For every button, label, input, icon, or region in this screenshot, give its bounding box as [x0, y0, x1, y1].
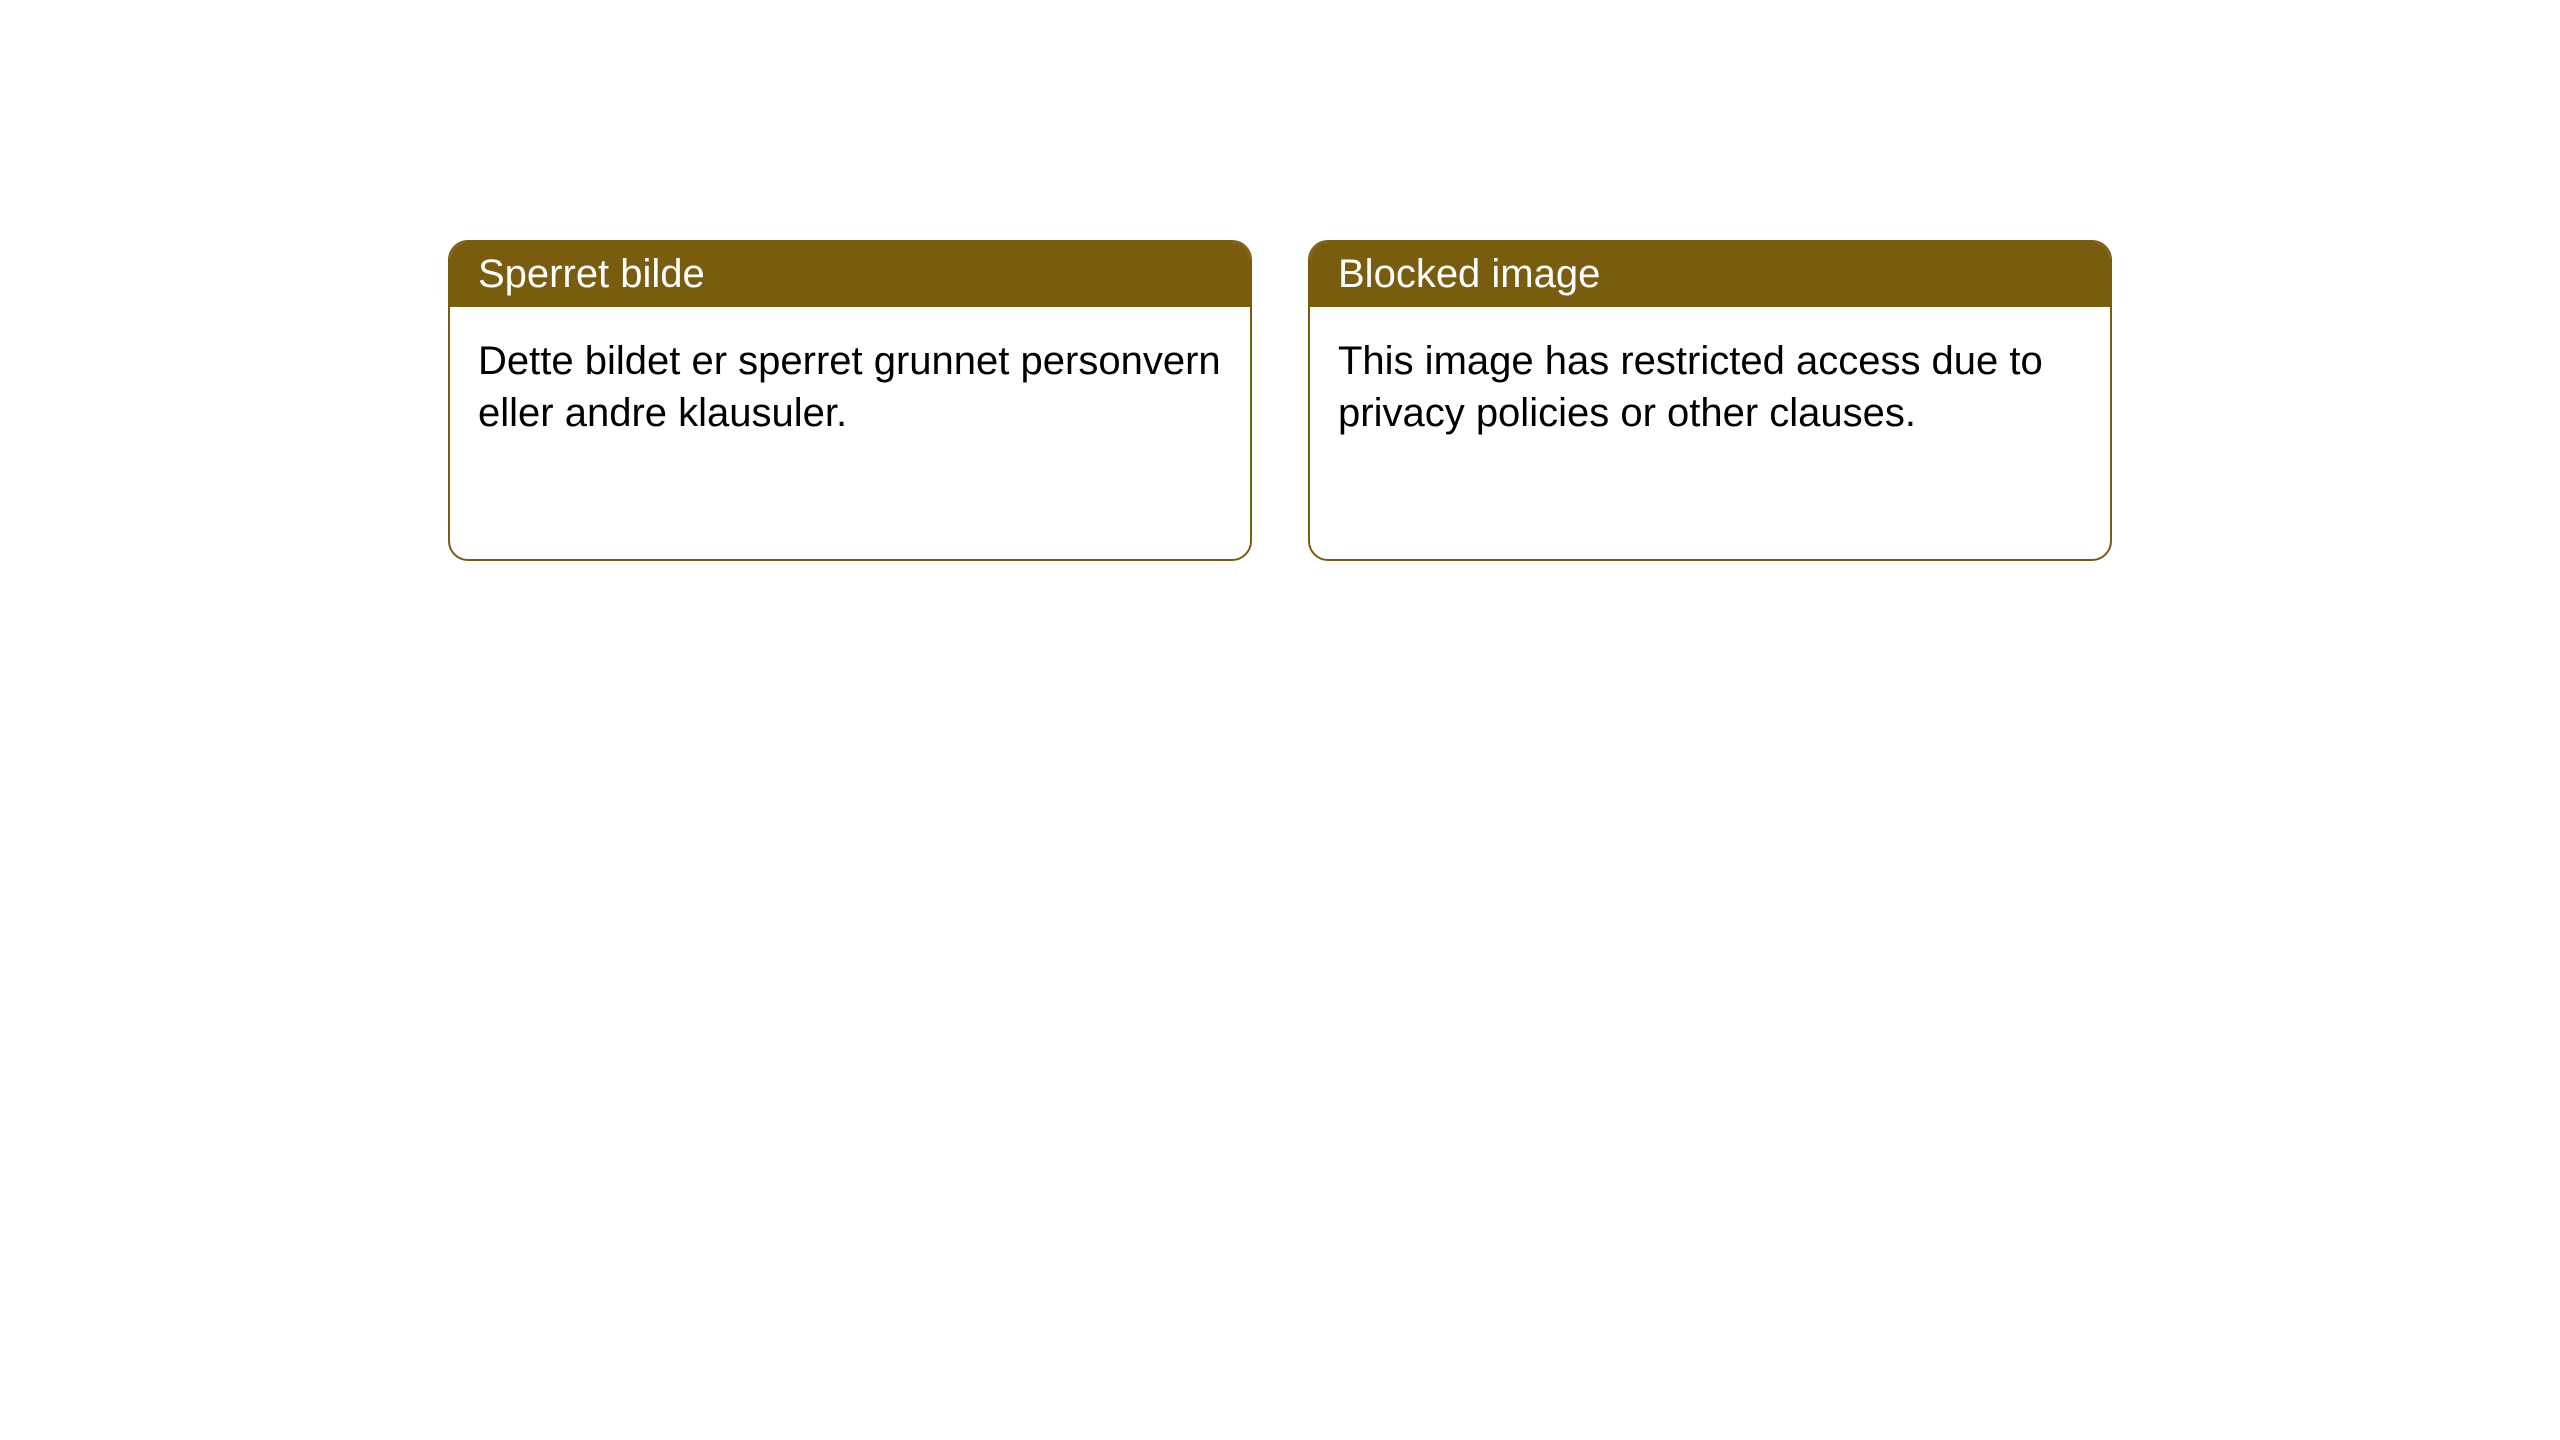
card-header-english: Blocked image — [1310, 242, 2110, 307]
card-title-norwegian: Sperret bilde — [478, 252, 705, 296]
card-body-english: This image has restricted access due to … — [1310, 307, 2110, 559]
cards-container: Sperret bilde Dette bildet er sperret gr… — [0, 0, 2560, 561]
card-title-english: Blocked image — [1338, 252, 1600, 296]
card-norwegian: Sperret bilde Dette bildet er sperret gr… — [448, 240, 1252, 561]
card-body-norwegian: Dette bildet er sperret grunnet personve… — [450, 307, 1250, 559]
card-english: Blocked image This image has restricted … — [1308, 240, 2112, 561]
card-body-text-english: This image has restricted access due to … — [1338, 339, 2043, 435]
card-header-norwegian: Sperret bilde — [450, 242, 1250, 307]
card-body-text-norwegian: Dette bildet er sperret grunnet personve… — [478, 339, 1221, 435]
